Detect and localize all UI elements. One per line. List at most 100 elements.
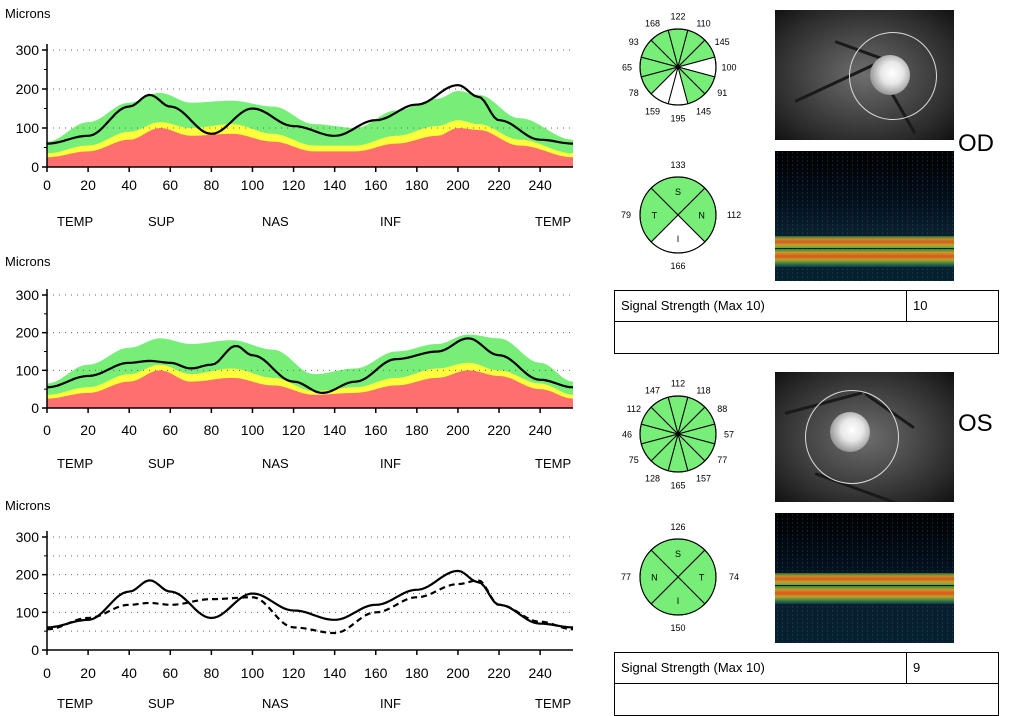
- x-tick-label: 160: [364, 422, 388, 438]
- quadrant-value: 150: [670, 623, 685, 633]
- abnormal-band-red: [47, 370, 573, 408]
- x-tick-label: 240: [528, 665, 552, 681]
- os-clock-hour-diagram: 112 118 88 57 77 157 165 128 75 46 112 147: [622, 379, 734, 491]
- od-clock-hour-diagram: 122 110 145 100 91 145 195 159 78 65 93 168: [622, 12, 737, 124]
- x-tick-label: 180: [405, 422, 429, 438]
- quadrant-letter: N: [651, 573, 658, 583]
- y-tick-label: 300: [16, 529, 40, 545]
- clock-value: 93: [629, 37, 639, 47]
- y-tick-label: 100: [16, 120, 40, 136]
- x-tick-label: 200: [446, 665, 470, 681]
- y-axis-label: Microns: [5, 254, 51, 269]
- region-label: TEMP: [57, 456, 93, 471]
- od-fundus-image: [775, 10, 954, 140]
- od-eye-label: OD: [958, 130, 994, 157]
- os-rnfl-chart: Microns 0 100 200 300 0 20 40 60 80 100 120 140 160 18…: [5, 254, 574, 471]
- region-label: TEMP: [535, 456, 571, 471]
- clock-value: 88: [717, 404, 727, 414]
- os-fundus-image: [775, 372, 954, 502]
- quadrant-value: 74: [729, 572, 739, 582]
- region-label: TEMP: [535, 214, 571, 229]
- y-tick-label: 200: [16, 325, 40, 341]
- x-tick-label: 40: [121, 422, 137, 438]
- x-tick-label: 40: [121, 665, 137, 681]
- x-tick-label: 100: [241, 665, 265, 681]
- x-tick-label: 180: [405, 665, 429, 681]
- x-tick-label: 160: [364, 177, 388, 193]
- od-rnfl-chart: Microns 0 100 200 300 0 20 40 60 80 100 120 140 160 18…: [5, 6, 574, 229]
- quadrant-outline: [639, 176, 717, 254]
- quadrant-value: 77: [621, 572, 631, 582]
- clock-value: 110: [696, 18, 710, 28]
- quadrant-letter: T: [699, 573, 705, 583]
- clock-outline: [639, 395, 717, 473]
- region-label: NAS: [262, 696, 289, 711]
- od-signal-strength-table: Signal Strength (Max 10) 10: [614, 290, 999, 354]
- x-tick-label: 240: [528, 422, 552, 438]
- rnfl-thickness-line: [46, 83, 574, 145]
- x-tick-label: 40: [121, 177, 137, 193]
- x-tick-label: 180: [405, 177, 429, 193]
- quadrant-letter: I: [677, 234, 680, 244]
- os-thickness-line: [46, 579, 574, 635]
- clock-value: 46: [622, 430, 632, 440]
- od-oct-bscan: [775, 151, 954, 281]
- x-tick-label: 0: [43, 177, 51, 193]
- clock-value: 78: [629, 88, 639, 98]
- x-tick-label: 200: [446, 177, 470, 193]
- os-eye-label: OS: [958, 410, 993, 437]
- quadrant-letter: S: [675, 549, 681, 559]
- clock-center: [675, 431, 681, 437]
- y-axis-label: Microns: [5, 498, 51, 513]
- region-label: INF: [380, 214, 401, 229]
- x-tick-label: 80: [204, 422, 220, 438]
- x-tick-label: 60: [162, 177, 178, 193]
- rnfl-thickness-line: [46, 337, 574, 395]
- clock-value: 159: [645, 107, 660, 117]
- x-tick-label: 100: [241, 177, 265, 193]
- signal-strength-value: 10: [913, 298, 928, 313]
- clock-value: 91: [717, 88, 727, 98]
- y-tick-label: 100: [16, 604, 40, 620]
- region-label: INF: [380, 696, 401, 711]
- x-tick-label: 120: [282, 665, 306, 681]
- region-label: TEMP: [535, 696, 571, 711]
- clock-value: 128: [645, 474, 660, 484]
- clock-value: 112: [671, 379, 685, 389]
- region-label: INF: [380, 456, 401, 471]
- quadrant-letter: I: [677, 596, 680, 606]
- x-tick-label: 80: [204, 177, 220, 193]
- clock-outline: [639, 28, 717, 106]
- x-tick-label: 20: [80, 422, 96, 438]
- x-tick-label: 140: [323, 177, 347, 193]
- y-tick-label: 100: [16, 362, 40, 378]
- x-tick-label: 160: [364, 665, 388, 681]
- region-label: TEMP: [57, 696, 93, 711]
- x-tick-label: 20: [80, 665, 96, 681]
- clock-value: 77: [717, 455, 727, 465]
- signal-strength-value: 9: [913, 660, 921, 675]
- clock-value: 112: [627, 404, 641, 414]
- x-tick-label: 240: [528, 177, 552, 193]
- clock-value: 165: [670, 481, 685, 491]
- os-oct-bscan: [775, 513, 954, 643]
- region-label: TEMP: [57, 214, 93, 229]
- clock-value: 168: [645, 18, 660, 28]
- od-quadrant-diagram: S N I T 133 112 166 79: [621, 160, 741, 271]
- region-label: NAS: [262, 456, 289, 471]
- x-tick-label: 220: [487, 422, 511, 438]
- clock-value: 145: [715, 37, 730, 47]
- clock-value: 122: [670, 12, 685, 22]
- quadrant-letter: T: [652, 211, 658, 221]
- clock-value: 147: [645, 385, 660, 395]
- y-tick-label: 300: [16, 42, 40, 58]
- x-tick-label: 120: [282, 177, 306, 193]
- quadrant-value: 79: [621, 210, 631, 220]
- y-tick-label: 0: [31, 642, 39, 658]
- x-tick-label: 80: [204, 665, 220, 681]
- clock-value: 118: [696, 385, 710, 395]
- x-tick-label: 60: [162, 422, 178, 438]
- clock-value: 195: [670, 114, 685, 124]
- clock-value: 57: [724, 430, 734, 440]
- x-tick-label: 60: [162, 665, 178, 681]
